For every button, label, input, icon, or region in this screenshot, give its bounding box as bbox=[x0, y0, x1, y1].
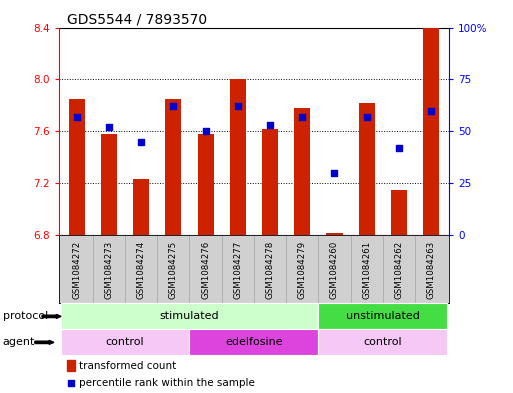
Text: GSM1084262: GSM1084262 bbox=[394, 241, 403, 299]
Point bbox=[137, 139, 145, 145]
Text: GSM1084276: GSM1084276 bbox=[201, 241, 210, 299]
Bar bbox=[262, 129, 278, 235]
Bar bbox=[61, 329, 189, 355]
Text: GSM1084274: GSM1084274 bbox=[136, 241, 146, 299]
Text: agent: agent bbox=[3, 337, 35, 347]
Point bbox=[67, 380, 75, 386]
Text: stimulated: stimulated bbox=[160, 311, 219, 321]
Text: transformed count: transformed count bbox=[80, 361, 176, 371]
Bar bbox=[230, 79, 246, 235]
Text: control: control bbox=[364, 337, 402, 347]
Bar bbox=[359, 103, 375, 235]
Bar bbox=[101, 134, 117, 235]
Point bbox=[73, 114, 81, 120]
Bar bbox=[198, 134, 213, 235]
Text: GSM1084279: GSM1084279 bbox=[298, 241, 307, 299]
Point bbox=[266, 122, 274, 128]
Point bbox=[363, 114, 371, 120]
Text: GSM1084261: GSM1084261 bbox=[362, 241, 371, 299]
Text: GSM1084278: GSM1084278 bbox=[266, 241, 274, 299]
Text: control: control bbox=[106, 337, 144, 347]
Bar bbox=[319, 303, 447, 329]
Text: GDS5544 / 7893570: GDS5544 / 7893570 bbox=[67, 12, 207, 26]
Bar bbox=[294, 108, 310, 235]
Bar bbox=[61, 303, 319, 329]
Point bbox=[330, 170, 339, 176]
Text: percentile rank within the sample: percentile rank within the sample bbox=[80, 378, 255, 388]
Text: edelfosine: edelfosine bbox=[225, 337, 283, 347]
Point bbox=[427, 107, 435, 114]
Text: GSM1084275: GSM1084275 bbox=[169, 241, 178, 299]
Text: GSM1084273: GSM1084273 bbox=[105, 241, 113, 299]
Bar bbox=[423, 25, 439, 235]
Text: GSM1084260: GSM1084260 bbox=[330, 241, 339, 299]
Point bbox=[395, 145, 403, 151]
Bar bbox=[326, 233, 343, 235]
Bar bbox=[69, 99, 85, 235]
Point bbox=[234, 103, 242, 110]
Bar bbox=[165, 99, 182, 235]
Bar bbox=[189, 329, 319, 355]
Point bbox=[298, 114, 306, 120]
Text: GSM1084272: GSM1084272 bbox=[72, 241, 81, 299]
Point bbox=[169, 103, 177, 110]
Point bbox=[202, 128, 210, 134]
Bar bbox=[391, 190, 407, 235]
Bar bbox=[319, 329, 447, 355]
Text: GSM1084277: GSM1084277 bbox=[233, 241, 242, 299]
Bar bbox=[67, 360, 75, 371]
Text: protocol: protocol bbox=[3, 311, 48, 321]
Text: unstimulated: unstimulated bbox=[346, 311, 420, 321]
Point bbox=[105, 124, 113, 130]
Bar bbox=[133, 180, 149, 235]
Text: GSM1084263: GSM1084263 bbox=[427, 241, 436, 299]
